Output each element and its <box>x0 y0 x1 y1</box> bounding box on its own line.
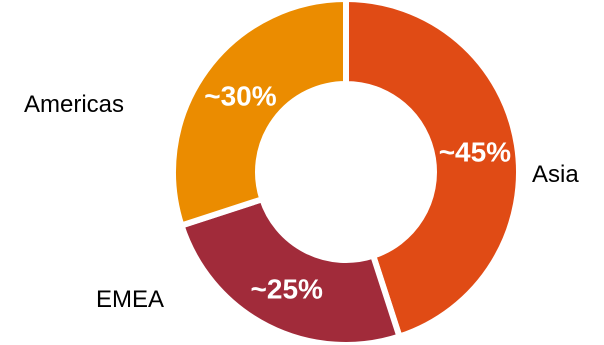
value-label-americas: ~30% <box>204 80 276 111</box>
value-label-asia: ~45% <box>439 137 511 168</box>
category-label-emea: EMEA <box>96 286 164 313</box>
value-label-emea: ~25% <box>251 273 323 304</box>
slices-group <box>170 0 522 345</box>
slice-emea <box>177 195 404 345</box>
category-label-asia: Asia <box>532 161 579 188</box>
labels-group: ~45% Asia ~25% EMEA ~30% Americas <box>24 80 579 313</box>
slice-americas <box>170 0 349 230</box>
slice-asia <box>343 0 522 341</box>
category-label-americas: Americas <box>24 91 124 118</box>
